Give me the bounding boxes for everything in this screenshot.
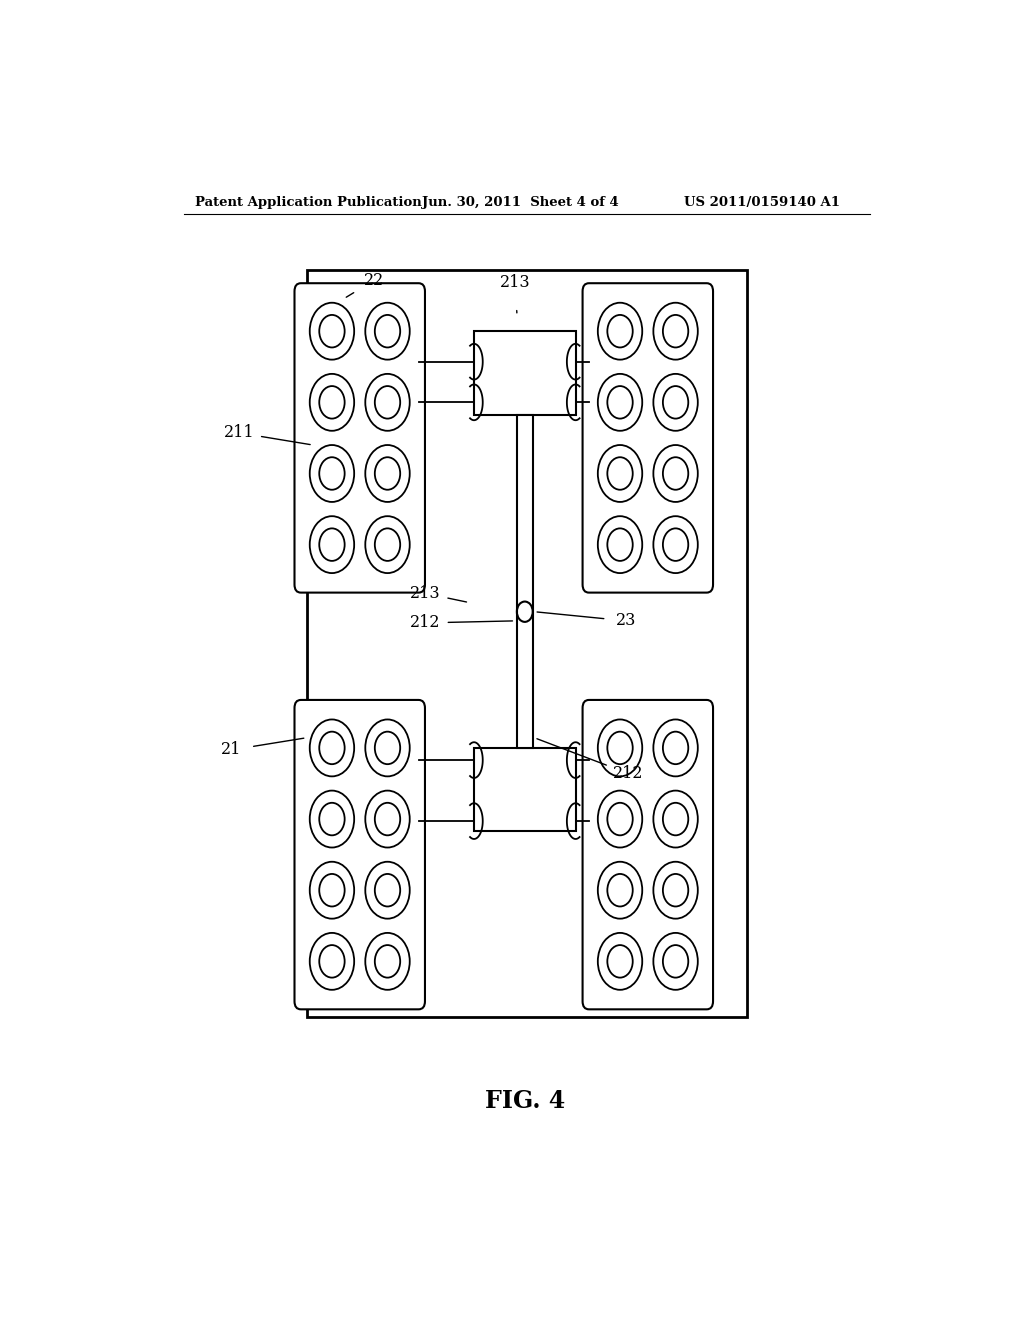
Text: 23: 23 — [616, 612, 637, 630]
Bar — [474, 331, 575, 414]
Text: 22: 22 — [364, 272, 384, 289]
FancyBboxPatch shape — [295, 700, 425, 1010]
Text: FIG. 4: FIG. 4 — [484, 1089, 565, 1113]
Bar — [517, 414, 532, 748]
Text: 213: 213 — [500, 275, 530, 290]
FancyBboxPatch shape — [583, 284, 713, 593]
FancyBboxPatch shape — [295, 284, 425, 593]
Bar — [306, 271, 748, 1018]
Text: 212: 212 — [411, 614, 441, 631]
Text: 211: 211 — [224, 424, 254, 441]
Bar — [474, 748, 575, 832]
FancyBboxPatch shape — [583, 700, 713, 1010]
Text: US 2011/0159140 A1: US 2011/0159140 A1 — [684, 195, 840, 209]
Text: Jun. 30, 2011  Sheet 4 of 4: Jun. 30, 2011 Sheet 4 of 4 — [422, 195, 618, 209]
Text: 213: 213 — [411, 585, 441, 602]
Text: 21: 21 — [221, 742, 242, 759]
Text: 212: 212 — [612, 764, 643, 781]
Text: Patent Application Publication: Patent Application Publication — [196, 195, 422, 209]
